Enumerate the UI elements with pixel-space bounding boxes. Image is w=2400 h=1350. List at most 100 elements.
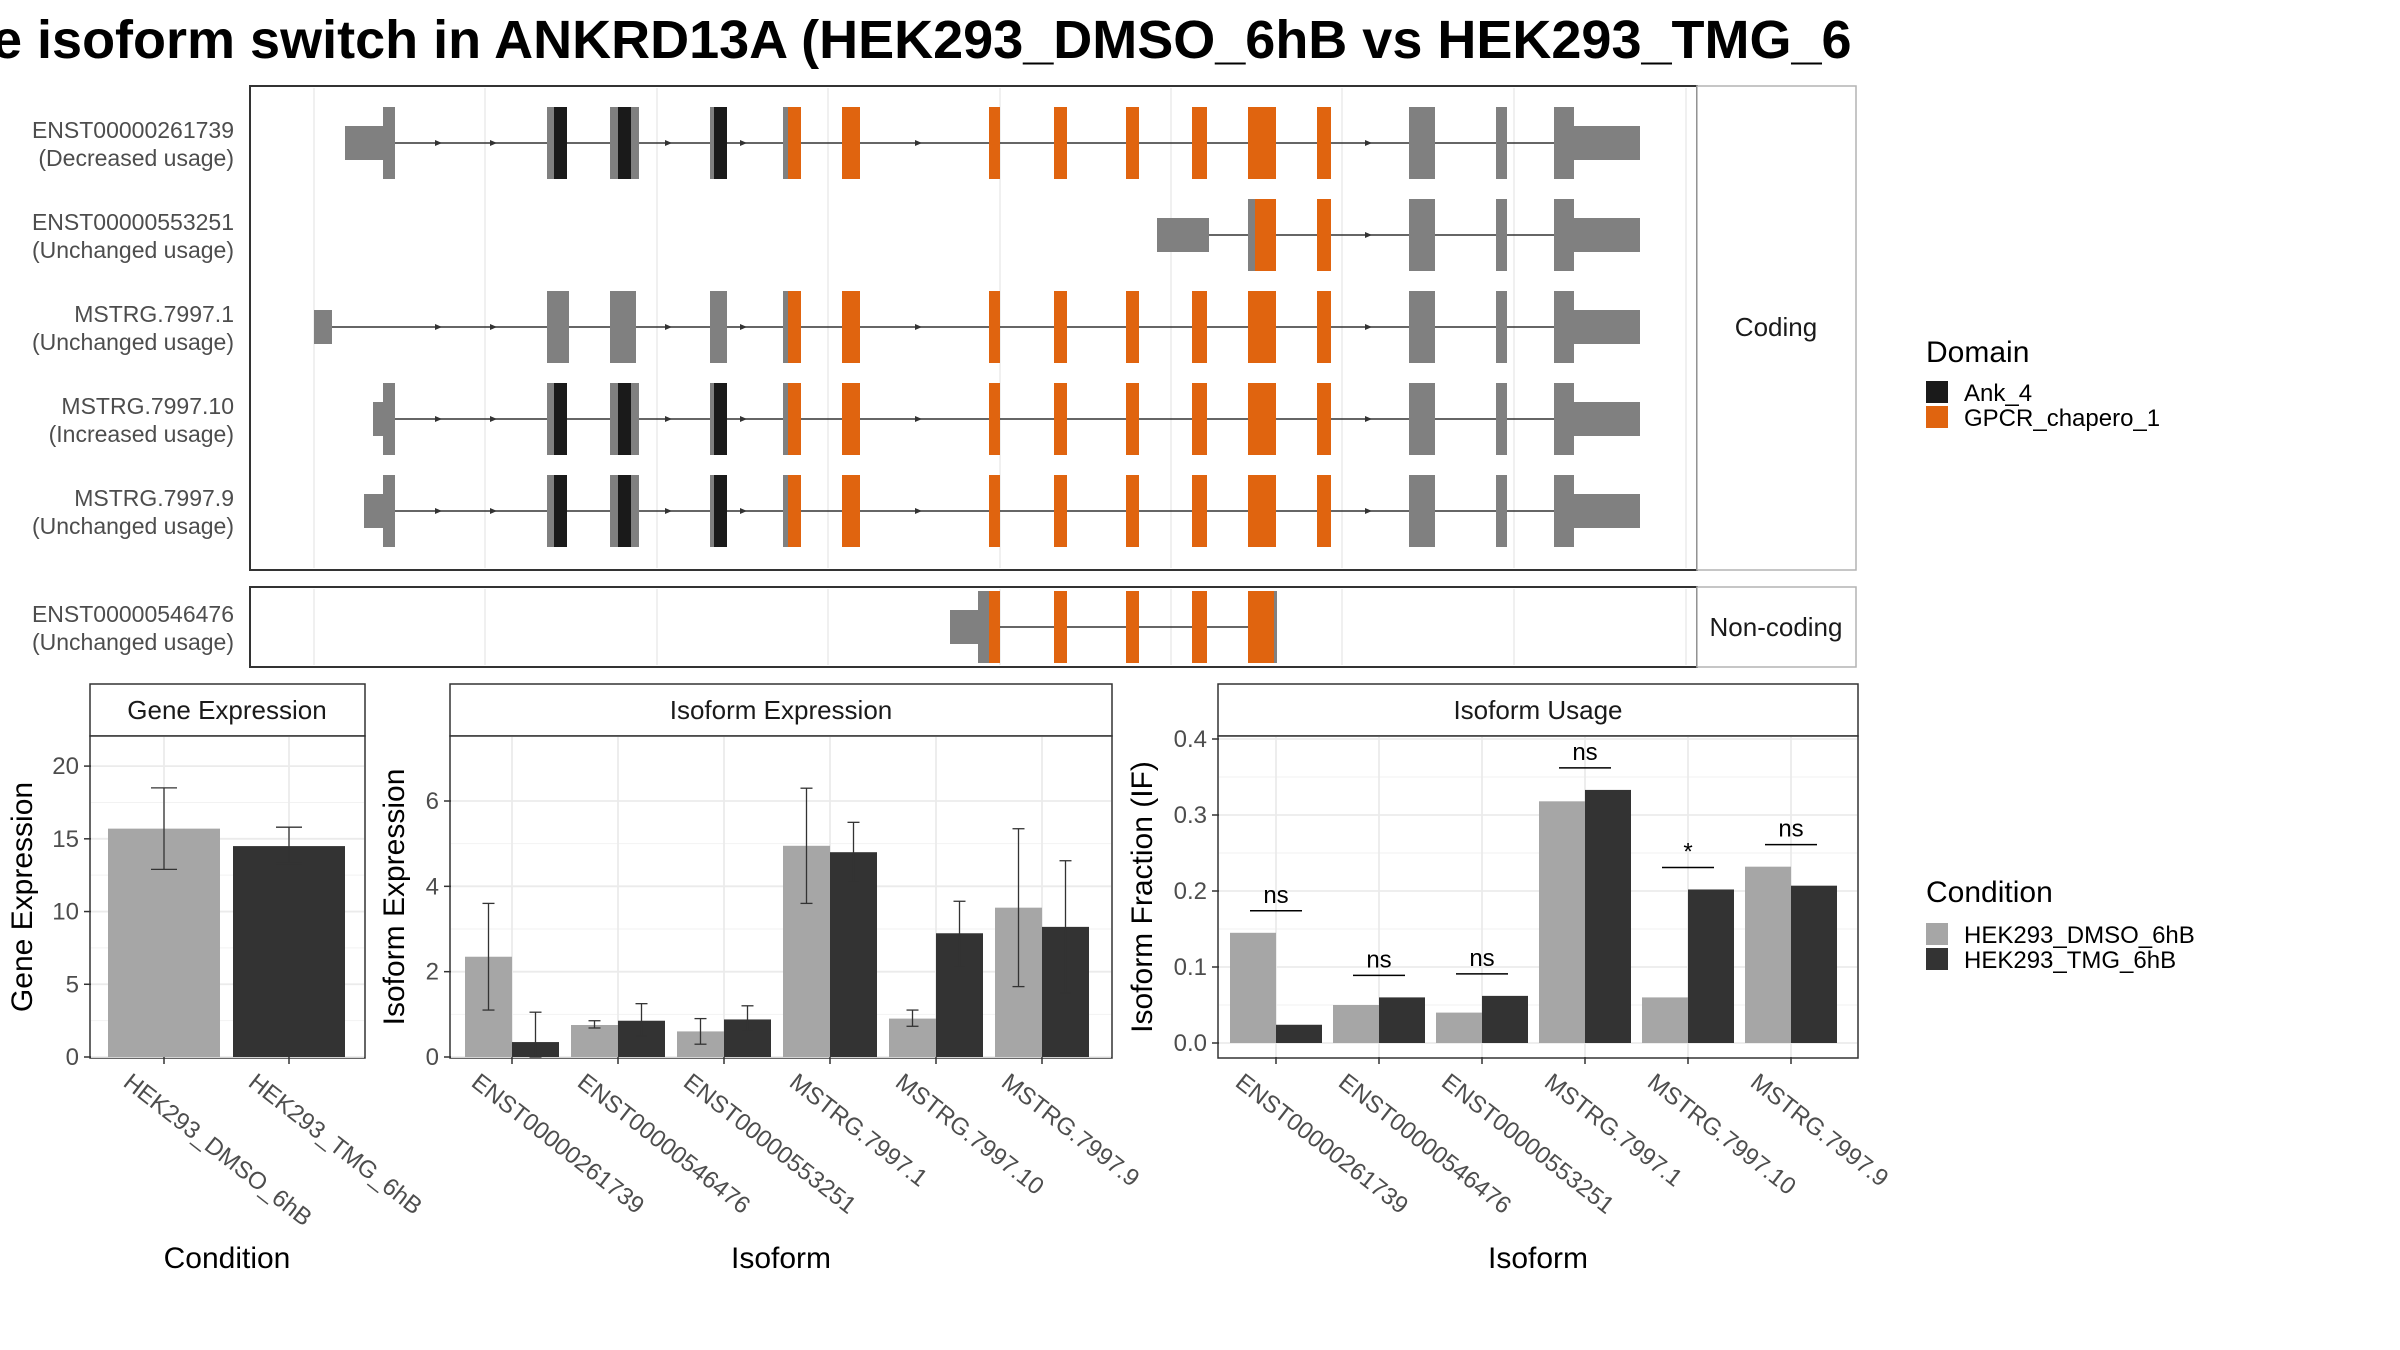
coding-exon — [1554, 107, 1574, 179]
ank4-domain-exon — [554, 475, 567, 547]
isoform-expression-x-ticks: ENST00000261739ENST00000546476ENST000005… — [466, 1057, 1144, 1220]
gpcr-domain-exon — [1054, 107, 1067, 179]
isoform-usage-bar — [1688, 889, 1734, 1043]
legend-swatch-gpcr — [1926, 406, 1948, 428]
transcript-usage-label: (Unchanged usage) — [32, 237, 234, 263]
x-tick-label: ENST00000261739 — [466, 1068, 649, 1219]
gpcr-domain-exon — [1317, 383, 1331, 455]
legend-label-ank4: Ank_4 — [1964, 380, 2032, 407]
significance-label: ns — [1572, 739, 1597, 766]
coding-exon — [710, 291, 715, 363]
gpcr-domain-exon — [1126, 107, 1139, 179]
isoform-usage-y-ticks: 0.0 0.1 0.2 0.3 0.4 — [1174, 726, 1219, 1057]
coding-exon — [1415, 107, 1435, 179]
gpcr-domain-exon — [1317, 199, 1331, 271]
noncoding-strip-label: Non-coding — [1710, 612, 1843, 642]
isoform-usage-bar — [1436, 1012, 1482, 1043]
utr-exon — [373, 402, 383, 436]
strand-arrow — [435, 140, 442, 146]
y-tick-label: 0.3 — [1174, 802, 1207, 829]
coding-exon — [1415, 383, 1435, 455]
gene-expression-bars — [108, 787, 345, 1057]
coding-exon — [547, 475, 554, 547]
coding-exon — [610, 291, 622, 363]
coding-exon — [547, 291, 569, 363]
gene-expression-panel: Gene Expression 0 5 10 15 20 HEK293_DMSO_6hB… — [6, 683, 427, 1275]
y-tick-label: 10 — [52, 899, 79, 926]
transcript-id-label: MSTRG.7997.1 — [74, 301, 234, 327]
y-tick-label: 0 — [426, 1044, 439, 1071]
coding-exon — [610, 107, 618, 179]
strand-arrow — [915, 508, 922, 514]
isoform-usage-xlabel: Isoform — [1488, 1242, 1588, 1275]
gene-expression-title: Gene Expression — [127, 695, 326, 725]
coding-strip — [1696, 85, 1857, 571]
legend-swatch-ank4 — [1926, 381, 1948, 403]
condition-legend-title: Condition — [1926, 876, 2053, 909]
gpcr-domain-exon — [989, 291, 1000, 363]
coding-exon — [1409, 107, 1415, 179]
strand-arrow — [1365, 416, 1372, 422]
strand-arrow — [490, 508, 497, 514]
transcript-track — [950, 591, 1277, 663]
isoform-expression-bar — [571, 1025, 618, 1057]
gpcr-domain-exon — [1126, 291, 1139, 363]
ank4-domain-exon — [714, 383, 727, 455]
coding-exon — [383, 107, 395, 179]
isoform-usage-bar — [1585, 789, 1631, 1043]
legend-label-gpcr: GPCR_chapero_1 — [1964, 405, 2160, 432]
utr-exon — [345, 126, 383, 160]
x-tick-label: ENST00000553251 — [1436, 1068, 1619, 1219]
strand-arrow — [435, 324, 442, 330]
coding-exon — [1274, 591, 1277, 663]
coding-exon — [1409, 199, 1415, 271]
gpcr-domain-exon — [788, 291, 801, 363]
gpcr-domain-exon — [842, 383, 860, 455]
gpcr-domain-exon — [1192, 291, 1207, 363]
isoform-expression-xlabel: Isoform — [731, 1242, 831, 1275]
domain-legend-title: Domain — [1926, 336, 2029, 369]
gpcr-domain-exon — [1192, 475, 1207, 547]
gene-structure-panel: Coding Non-coding ENST00000261739(Decrea… — [32, 85, 1857, 668]
coding-exon — [710, 475, 715, 547]
utr-exon — [1574, 402, 1640, 436]
strand-arrow — [915, 416, 922, 422]
coding-exon — [610, 383, 618, 455]
gpcr-domain-exon — [842, 475, 860, 547]
strand-arrow — [1365, 232, 1372, 238]
transcript-id-label: ENST00000261739 — [32, 117, 234, 143]
gpcr-domain-exon — [1248, 383, 1276, 455]
y-tick-label: 2 — [426, 959, 439, 986]
gpcr-domain-exon — [1054, 291, 1067, 363]
coding-exon — [547, 383, 554, 455]
strand-arrow — [740, 416, 747, 422]
legend-swatch-tmg — [1926, 948, 1948, 970]
x-tick-label: ENST00000546476 — [1333, 1068, 1516, 1219]
transcript-id-label: MSTRG.7997.9 — [74, 485, 234, 511]
isoform-usage-bar — [1276, 1024, 1322, 1043]
transcript-labels: ENST00000261739(Decreased usage) ENST0000… — [32, 117, 234, 655]
strand-arrow — [740, 324, 747, 330]
gene-expression-bar — [233, 846, 345, 1057]
isoform-expression-y-ticks: 0 2 4 6 — [426, 788, 451, 1071]
ank4-domain-exon — [554, 383, 567, 455]
y-tick-label: 20 — [52, 753, 79, 780]
coding-exon — [631, 475, 639, 547]
strand-arrow — [665, 324, 672, 330]
significance-label: ns — [1469, 945, 1494, 972]
gpcr-domain-exon — [1248, 591, 1274, 663]
strand-arrow — [665, 508, 672, 514]
transcript-id-label: MSTRG.7997.10 — [61, 393, 234, 419]
coding-exon — [978, 591, 989, 663]
transcript-track — [1157, 199, 1640, 271]
gpcr-domain-exon — [1317, 107, 1331, 179]
y-tick-label: 4 — [426, 873, 439, 900]
gpcr-domain-exon — [1248, 291, 1276, 363]
ank4-domain-exon — [618, 107, 631, 179]
isoform-expression-bars — [465, 787, 1089, 1058]
gpcr-domain-exon — [842, 291, 860, 363]
gpcr-domain-exon — [1192, 107, 1207, 179]
coding-exon — [1496, 199, 1507, 271]
coding-exon — [710, 383, 715, 455]
